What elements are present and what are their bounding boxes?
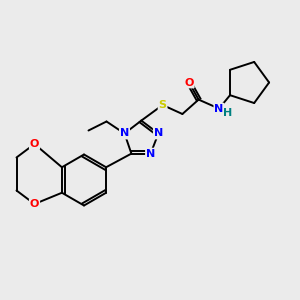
Text: N: N [154,128,163,139]
Text: O: O [30,139,39,149]
Text: N: N [146,148,155,159]
Text: N: N [214,103,224,114]
Text: O: O [30,199,39,209]
Text: N: N [120,128,129,139]
Text: H: H [224,108,232,118]
Text: S: S [159,100,167,110]
Text: O: O [184,77,194,88]
